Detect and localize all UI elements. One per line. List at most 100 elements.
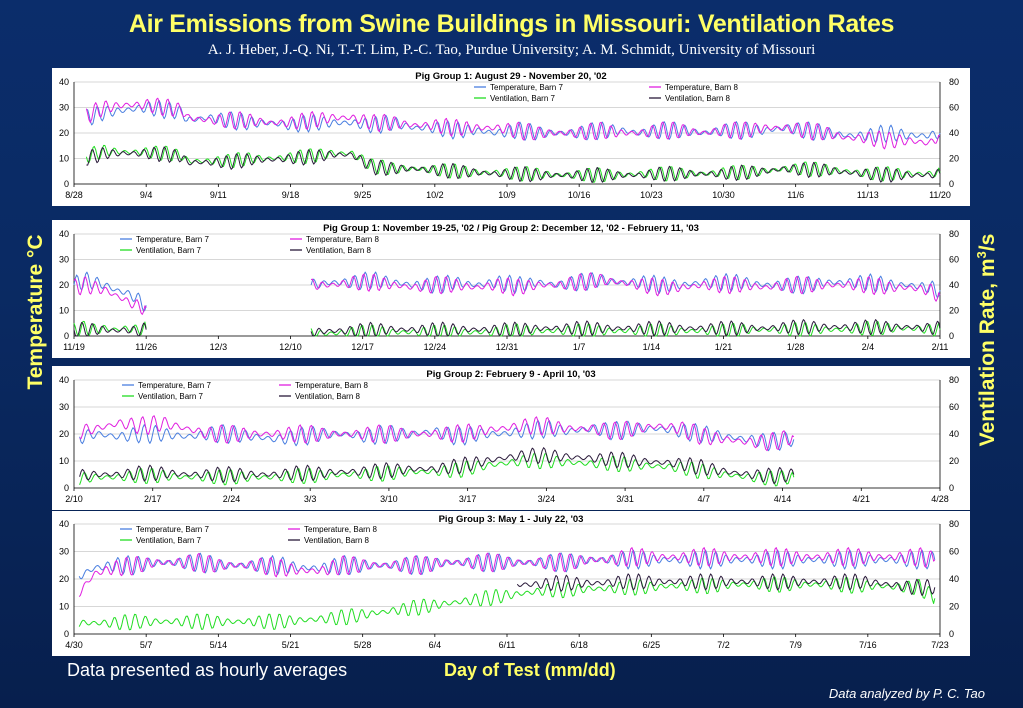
y-right-tick-label: 80: [949, 229, 959, 239]
legend-entry: Temperature, Barn 7: [136, 525, 209, 534]
x-tick-label: 9/25: [354, 190, 372, 200]
x-tick-label: 11/6: [787, 190, 804, 200]
legend-entry: Ventilation, Barn 8: [665, 94, 730, 103]
chart-title: Pig Group 2: Februery 9 - April 10, '03: [426, 369, 595, 380]
y-left-tick-label: 0: [64, 629, 69, 639]
legend-entry: Ventilation, Barn 7: [136, 536, 201, 545]
authors-line: A. J. Heber, J.-Q. Ni, T.-T. Lim, P.-C. …: [207, 42, 816, 58]
x-tick-label: 12/17: [351, 342, 374, 352]
x-tick-label: 3/17: [459, 494, 477, 504]
x-tick-label: 2/4: [862, 342, 875, 352]
x-tick-label: 3/10: [380, 494, 398, 504]
x-tick-label: 2/11: [932, 342, 949, 352]
y-left-tick-label: 0: [64, 483, 69, 493]
y-right-tick-label: 80: [949, 375, 959, 385]
chart-background: [52, 68, 970, 206]
x-tick-label: 2/17: [144, 494, 162, 504]
x-tick-label: 4/30: [65, 640, 83, 650]
x-tick-label: 10/16: [568, 190, 591, 200]
y-left-tick-label: 20: [59, 574, 69, 584]
legend-entry: Ventilation, Barn 7: [138, 392, 203, 401]
x-tick-label: 9/18: [282, 190, 300, 200]
x-tick-label: 11/20: [929, 190, 951, 200]
y-left-tick-label: 40: [59, 77, 69, 87]
y-right-tick-label: 0: [949, 483, 954, 493]
y-right-tick-label: 40: [949, 128, 959, 138]
y-right-tick-label: 40: [949, 429, 959, 439]
chart-panel-1: Pig Group 1: August 29 - November 20, '0…: [52, 68, 970, 206]
y-left-tick-label: 0: [64, 331, 69, 341]
series-line-4: [73, 319, 941, 337]
x-tick-label: 5/28: [354, 640, 372, 650]
chart-panel-4: Pig Group 3: May 1 - July 22, '03 0 10 20 30…: [52, 511, 970, 656]
y-right-tick-label: 40: [949, 574, 959, 584]
y-right-tick-label: 20: [949, 154, 959, 164]
x-tick-label: 11/19: [63, 342, 85, 352]
y-left-tick-label: 10: [59, 602, 69, 612]
x-tick-label: 7/2: [717, 640, 730, 650]
x-tick-label: 5/14: [210, 640, 228, 650]
y-left-tick-label: 10: [59, 306, 69, 316]
series-line-4: [516, 573, 936, 596]
y-right-tick-label: 0: [949, 331, 954, 341]
x-tick-label: 10/30: [712, 190, 735, 200]
x-tick-label: 10/2: [426, 190, 444, 200]
credit-line: Data analyzed by P. C. Tao: [828, 686, 985, 701]
x-tick-label: 12/31: [496, 342, 519, 352]
series-line-1: [78, 549, 936, 580]
x-tick-label: 3/31: [616, 494, 634, 504]
y-left-tick-label: 10: [59, 456, 69, 466]
y-left-tick-label: 40: [59, 375, 69, 385]
x-tick-label: 4/14: [774, 494, 792, 504]
legend-entry: Temperature, Barn 8: [304, 525, 377, 534]
x-tick-label: 1/21: [715, 342, 733, 352]
chart-title: Pig Group 1: November 19-25, '02 / Pig G…: [323, 223, 699, 234]
x-tick-label: 1/14: [643, 342, 661, 352]
series-line-2: [85, 97, 941, 150]
x-tick-label: 10/23: [640, 190, 663, 200]
legend-entry: Temperature, Barn 8: [306, 235, 379, 244]
series-line-2: [78, 547, 936, 597]
y-left-tick-label: 10: [59, 154, 69, 164]
y-left-tick-label: 20: [59, 280, 69, 290]
x-tick-label: 1/7: [573, 342, 586, 352]
x-tick-label: 11/26: [135, 342, 157, 352]
x-tick-label: 4/21: [853, 494, 871, 504]
x-tick-label: 7/16: [859, 640, 877, 650]
legend-entry: Temperature, Barn 8: [665, 83, 738, 92]
x-tick-label: 2/24: [223, 494, 241, 504]
legend-entry: Ventilation, Barn 8: [306, 246, 371, 255]
x-tick-label: 2/10: [65, 494, 83, 504]
x-tick-label: 12/24: [424, 342, 447, 352]
y-left-tick-label: 30: [59, 402, 69, 412]
series-line-3: [85, 144, 941, 183]
x-tick-label: 6/11: [499, 640, 516, 650]
legend-entry: Temperature, Barn 7: [136, 235, 209, 244]
y-left-tick-label: 20: [59, 128, 69, 138]
x-tick-label: 9/11: [210, 190, 227, 200]
y-right-tick-label: 60: [949, 402, 959, 412]
series-line-4: [79, 447, 795, 485]
y-right-tick-label: 20: [949, 306, 959, 316]
chart-title: Pig Group 3: May 1 - July 22, '03: [439, 514, 584, 525]
x-tick-label: 4/28: [931, 494, 949, 504]
y-right-tick-label: 20: [949, 456, 959, 466]
y-right-tick-label: 40: [949, 280, 959, 290]
x-tick-label: 9/4: [140, 190, 153, 200]
y-right-tick-label: 60: [949, 255, 959, 265]
y-right-tick-label: 0: [949, 629, 954, 639]
legend-entry: Ventilation, Barn 8: [304, 536, 369, 545]
series-line-2: [79, 415, 795, 452]
y-left-tick-label: 40: [59, 519, 69, 529]
chart-panel-2: Pig Group 1: November 19-25, '02 / Pig G…: [52, 220, 970, 358]
y-left-tick-label: 30: [59, 255, 69, 265]
data-note: Data presented as hourly averages: [67, 660, 348, 680]
y-right-tick-label: 80: [949, 519, 959, 529]
legend-entry: Temperature, Barn 7: [490, 83, 563, 92]
legend-entry: Ventilation, Barn 7: [490, 94, 555, 103]
x-tick-label: 12/10: [279, 342, 302, 352]
x-tick-label: 8/28: [65, 190, 83, 200]
y-left-tick-label: 40: [59, 229, 69, 239]
x-tick-label: 1/28: [787, 342, 805, 352]
